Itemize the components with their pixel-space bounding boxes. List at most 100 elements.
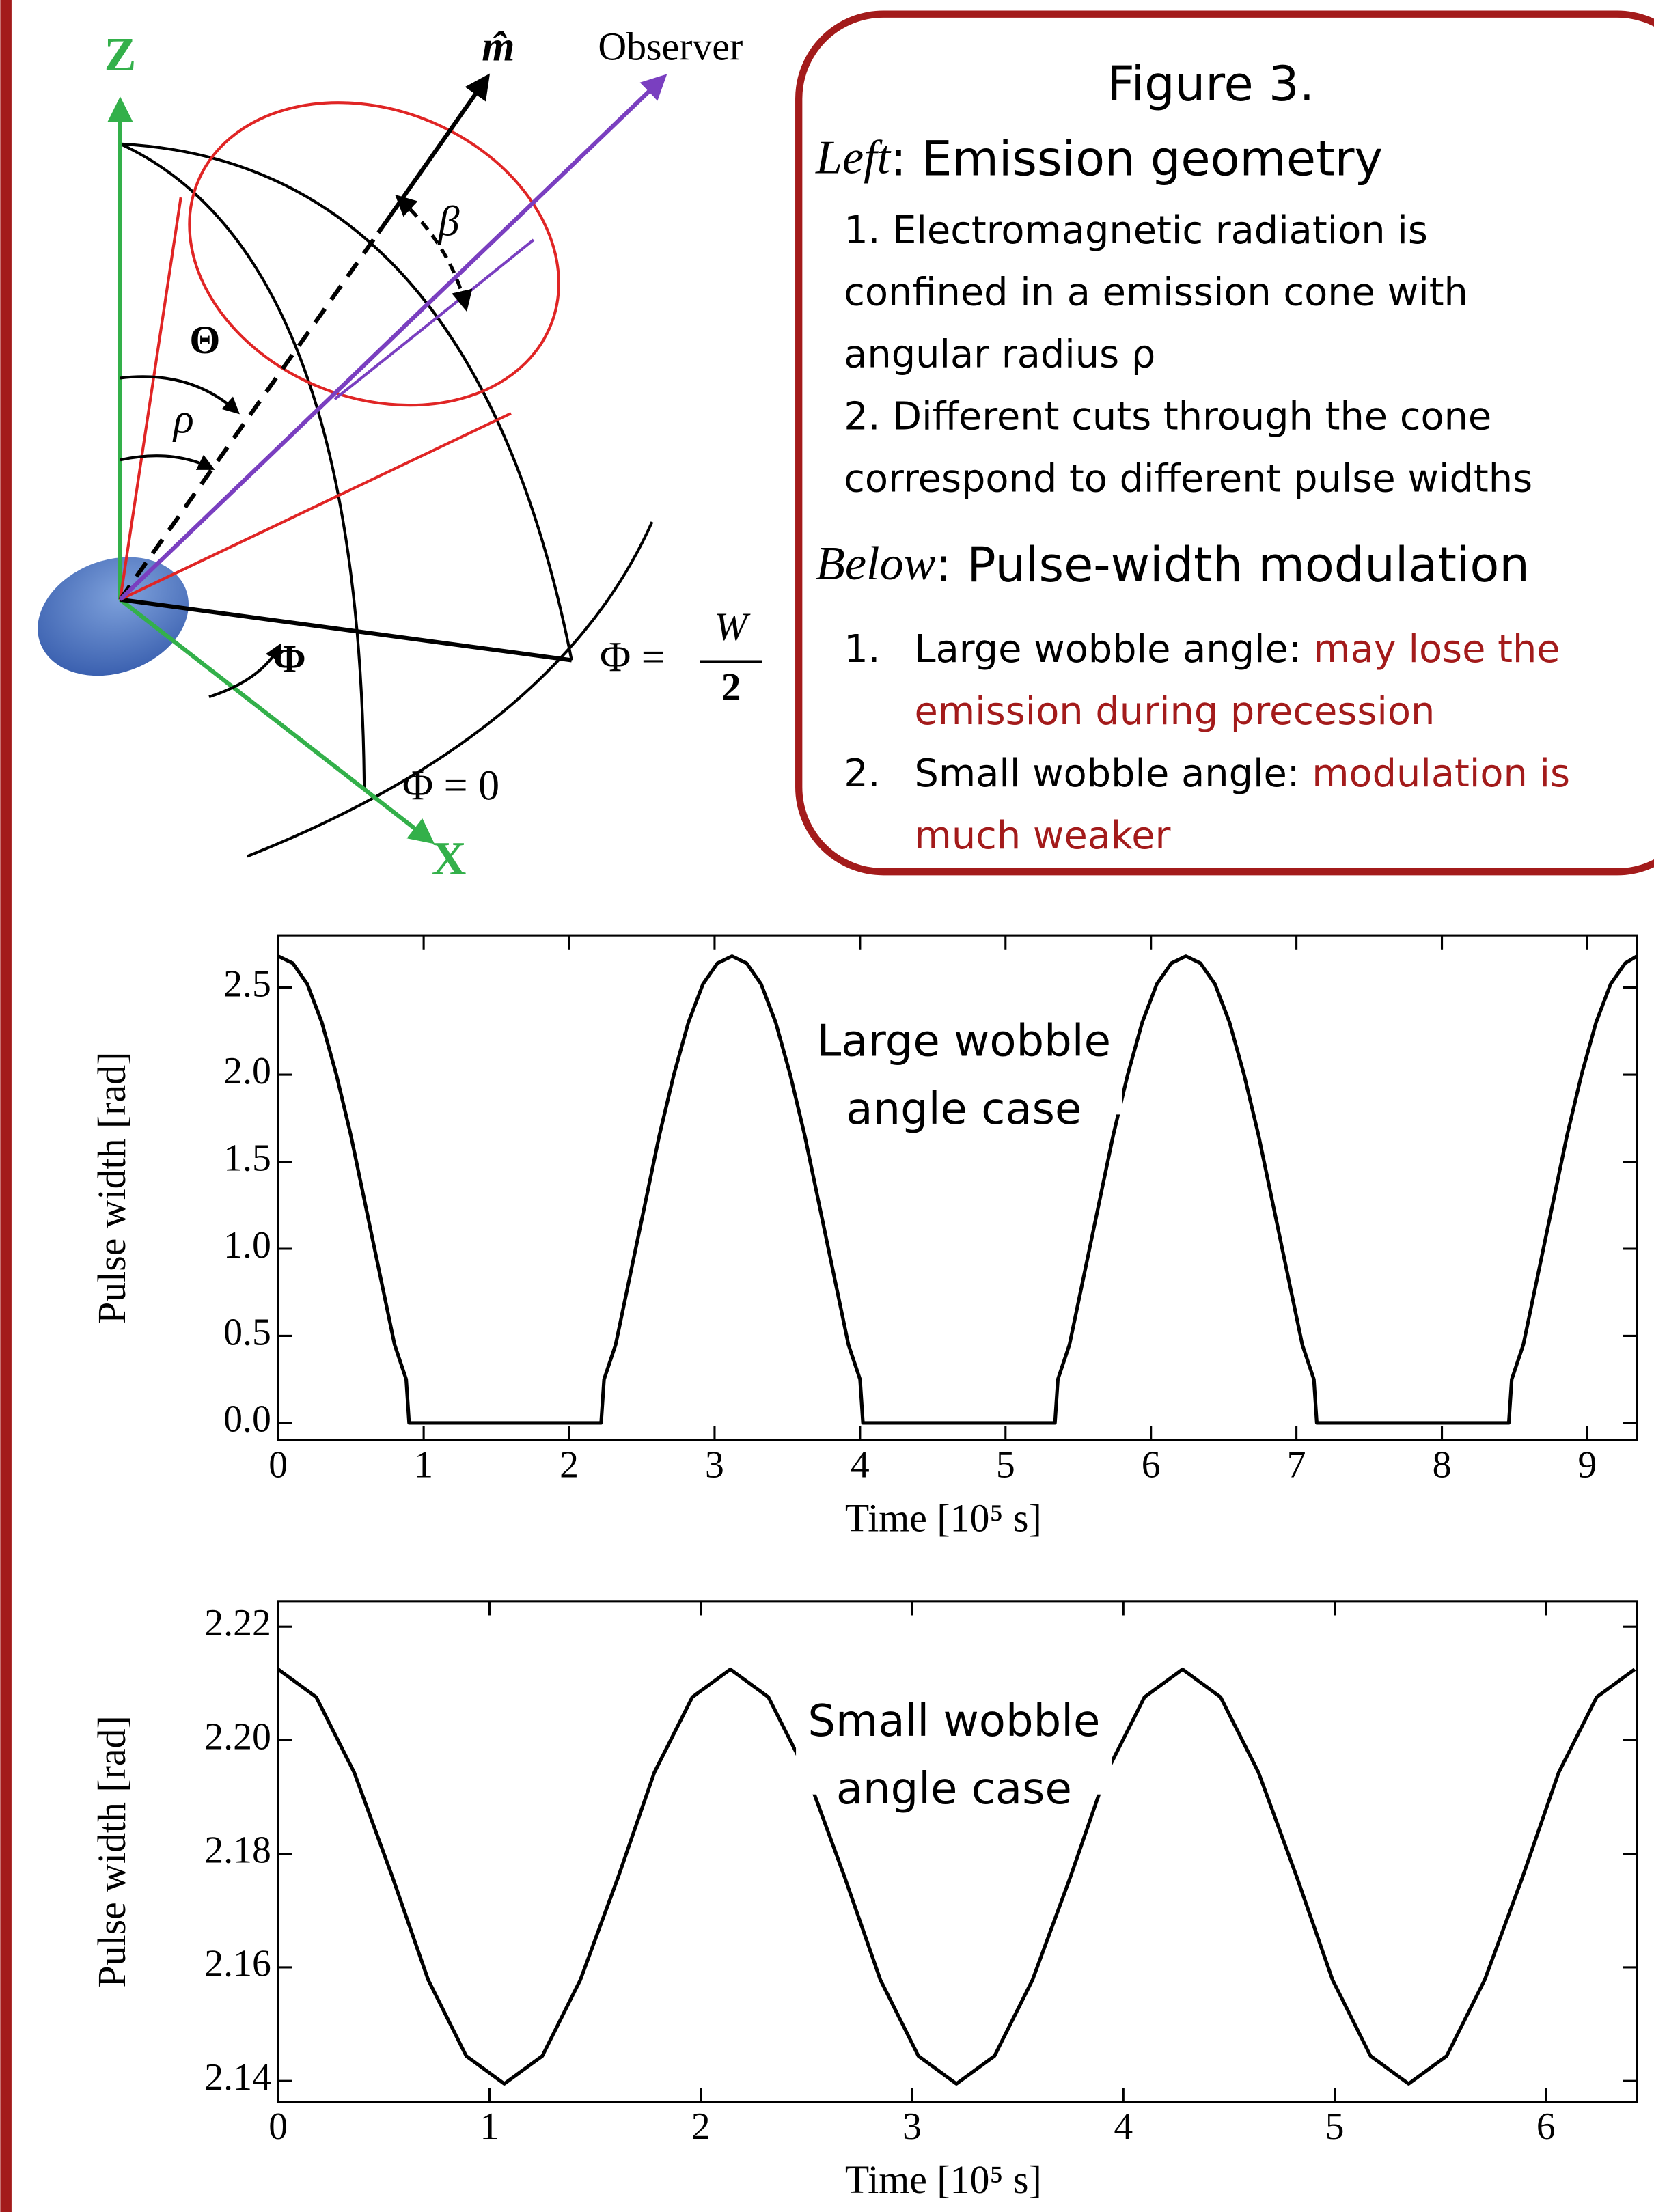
x-tick-label: 5 — [996, 1444, 1015, 1487]
caption-title: Figure 3. — [1107, 56, 1314, 112]
emission-diagram — [38, 73, 762, 858]
x-axis-label: Time [10⁵ s] — [845, 1495, 1042, 1540]
x-tick-label: 5 — [1325, 2105, 1345, 2148]
annotation-bg — [805, 1007, 1122, 1115]
item-highlight: may lose the — [1313, 627, 1560, 672]
below-heading: Below: Pulse-width modulation — [816, 537, 1530, 593]
star — [38, 557, 189, 676]
x-tick-label: 0 — [268, 2105, 288, 2148]
x-tick-label: 0 — [268, 1444, 288, 1487]
item-lead: Small wobble angle: — [915, 751, 1312, 796]
x-tick-label: 2 — [691, 2105, 711, 2148]
data-line — [277, 954, 1638, 1425]
heading-label: Left — [815, 131, 892, 184]
cut-curve — [333, 238, 535, 401]
theta-label: Θ — [189, 318, 220, 362]
item-number: 2. — [844, 751, 880, 796]
plot-frame — [277, 1600, 1638, 2103]
x-tick-label: 6 — [1536, 2105, 1556, 2148]
caption-line: correspond to different pulse widths — [844, 456, 1532, 501]
x-tick-label: 3 — [902, 2105, 922, 2148]
caption-line: 2. Different cuts through the cone — [844, 394, 1491, 439]
y-tick-label: 2.18 — [204, 1829, 271, 1872]
data-line — [277, 1667, 1636, 2086]
x-axis-label: Time [10⁵ s] — [845, 2157, 1042, 2202]
phi-half-lhs: Φ = — [600, 635, 665, 681]
left-heading: Left: Emission geometry — [815, 131, 1383, 187]
phi-arc — [208, 643, 281, 699]
y-tick-label: 1.0 — [223, 1224, 271, 1267]
y-tick-label: 2.16 — [204, 1943, 271, 1985]
heading-text: : Pulse-width modulation — [935, 537, 1529, 593]
x-tick-label: 1 — [414, 1444, 433, 1487]
phi-label: Φ — [273, 637, 306, 681]
diagram-labels: Z X m̂ Observer β Θ ρ Φ Φ = W 2 Φ = 0 — [104, 24, 750, 885]
y-axis-label: Pulse width [rad] — [89, 1715, 134, 1987]
phi-line — [120, 597, 573, 663]
annotation: Large wobble — [817, 1017, 1111, 1067]
y-tick-label: 2.14 — [204, 2056, 271, 2099]
y-tick-label: 2.0 — [223, 1050, 271, 1092]
x-tick-label: 2 — [560, 1444, 579, 1487]
x-tick-label: 1 — [480, 2105, 499, 2148]
annotation: angle case — [836, 1764, 1072, 1814]
chart: 0.0 0.5 1.0 1.5 2.0 2.5 0 1 2 3 4 5 6 7 8 9 Large wobble… — [89, 934, 1638, 1540]
theta-arc — [120, 375, 240, 415]
y-tick-label: 2.20 — [204, 1715, 271, 1758]
caption-line: confined in a emission cone with — [844, 271, 1468, 315]
caption-line: angular radius ρ — [844, 333, 1155, 377]
y-tick-label: 0.5 — [223, 1311, 271, 1353]
beta-arrow — [395, 194, 473, 312]
item-line: Large wobble angle: may lose the — [915, 627, 1560, 672]
m-label: m̂ — [482, 24, 514, 70]
magnetic-axis-dashed — [118, 231, 381, 601]
x-tick-label: 8 — [1433, 1444, 1452, 1487]
x-tick-label: 7 — [1287, 1444, 1306, 1487]
caption: Figure 3. Left: Emission geometry 1. Ele… — [815, 56, 1570, 858]
heading-label: Below — [816, 537, 936, 590]
rho-arc — [120, 454, 215, 470]
left-stripe — [0, 0, 12, 2212]
z-label: Z — [104, 28, 136, 81]
annotation-bg — [796, 1687, 1112, 1795]
caption-line: 1. Electromagnetic radiation is — [844, 208, 1428, 253]
observer-line — [118, 74, 667, 601]
chart: 2.14 2.16 2.18 2.20 2.22 0 1 2 3 4 5 6 Small wobble a… — [89, 1600, 1638, 2202]
x-tick-label: 4 — [1114, 2105, 1133, 2148]
heading-text: : Emission geometry — [890, 131, 1383, 187]
annotation: angle case — [846, 1084, 1081, 1135]
item-number: 1. — [844, 627, 880, 672]
cone-edge — [118, 197, 182, 600]
meridian-arc — [120, 142, 366, 790]
phi-half-num: W — [715, 604, 751, 648]
magnetic-axis — [376, 73, 491, 234]
y-axis-label: Pulse width [rad] — [89, 1052, 134, 1324]
item-line: Small wobble angle: modulation is — [915, 751, 1571, 796]
equator-arc — [247, 521, 654, 858]
item-highlight: modulation is — [1312, 751, 1570, 796]
item-lead: Large wobble angle: — [915, 627, 1314, 672]
cone-edge — [120, 412, 512, 601]
x-axis — [119, 598, 435, 844]
x-tick-label: 9 — [1578, 1444, 1597, 1487]
beta-label: β — [438, 199, 460, 245]
x-label: X — [432, 832, 467, 885]
y-tick-label: 2.22 — [204, 1602, 271, 1644]
item-highlight: emission during precession — [915, 689, 1435, 734]
emission-cone — [188, 101, 560, 407]
x-tick-label: 6 — [1142, 1444, 1161, 1487]
x-tick-label: 4 — [851, 1444, 870, 1487]
item-highlight: much weaker — [915, 814, 1171, 858]
caption-box — [795, 10, 1654, 876]
annotation: Small wobble — [808, 1696, 1100, 1747]
y-tick-label: 1.5 — [223, 1137, 271, 1179]
y-tick-label: 0.0 — [223, 1398, 271, 1441]
rho-label: ρ — [172, 396, 194, 443]
phi-zero: Φ = 0 — [402, 763, 499, 810]
phi-half-den: 2 — [721, 665, 741, 709]
y-tick-label: 2.5 — [223, 963, 271, 1005]
observer-label: Observer — [598, 25, 743, 69]
x-tick-label: 3 — [705, 1444, 724, 1487]
